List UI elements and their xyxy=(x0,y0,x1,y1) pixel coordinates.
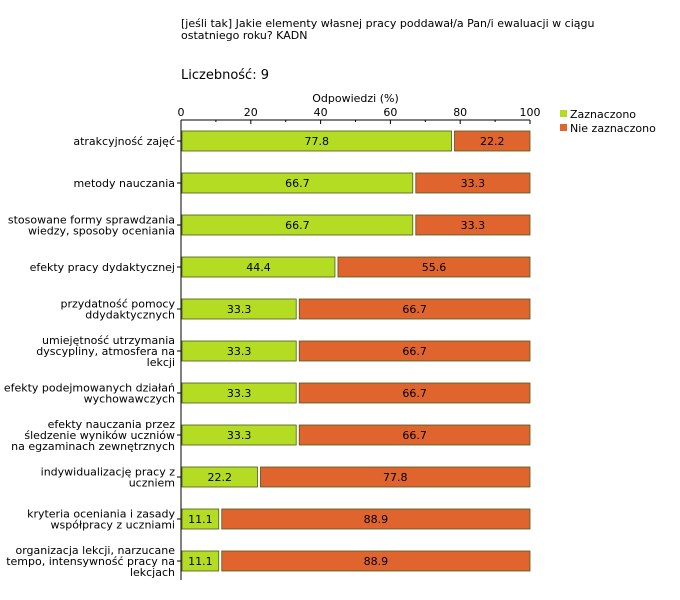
bar-zaznaczono xyxy=(181,550,220,572)
data-label: 66.7 xyxy=(402,387,427,400)
data-label: 66.7 xyxy=(285,177,310,190)
category-label: efekty podejmowanych działań xyxy=(4,382,175,395)
category-label: śledzenie wyników uczniów xyxy=(24,429,175,442)
data-label: 55.6 xyxy=(422,261,447,274)
bar-zaznaczono xyxy=(181,172,414,194)
bar-zaznaczono xyxy=(181,466,258,488)
bar-nie-zaznaczono xyxy=(298,382,531,404)
data-label: 88.9 xyxy=(364,513,389,526)
legend-swatch xyxy=(560,124,567,131)
data-label: 66.7 xyxy=(285,219,310,232)
x-tick-label-0: 0 xyxy=(178,106,185,119)
category-label: ddydaktycznych xyxy=(85,309,175,322)
data-label: 33.3 xyxy=(227,387,252,400)
bar-zaznaczono xyxy=(181,256,336,278)
data-label: 44.4 xyxy=(246,261,271,274)
data-label: 22.2 xyxy=(207,471,232,484)
category-label: efekty pracy dydaktycznej xyxy=(30,261,175,274)
bar-nie-zaznaczono xyxy=(298,424,531,446)
x-tick-label-20: 20 xyxy=(244,106,258,119)
x-tick-label-100: 100 xyxy=(520,106,541,119)
bar-zaznaczono xyxy=(181,130,452,152)
legend-label: Nie zaznaczono xyxy=(570,122,656,135)
category-label: organizacja lekcji, narzucane xyxy=(15,544,175,557)
bar-zaznaczono xyxy=(181,508,220,530)
bar-nie-zaznaczono xyxy=(221,508,531,530)
bar-zaznaczono xyxy=(181,424,297,446)
data-label: 88.9 xyxy=(364,555,389,568)
bar-nie-zaznaczono xyxy=(454,130,531,152)
category-label: współpracy z uczniami xyxy=(51,519,175,532)
x-tick-label-40: 40 xyxy=(314,106,328,119)
sample-count: Liczebność: 9 xyxy=(181,68,269,83)
data-label: 33.3 xyxy=(227,345,252,358)
category-label: dyscypliny, atmosfera na xyxy=(36,345,175,358)
data-label: 33.3 xyxy=(461,219,486,232)
x-tick-label-60: 60 xyxy=(383,106,397,119)
legend-swatch xyxy=(560,110,567,117)
category-label: metody nauczania xyxy=(73,177,175,190)
category-label: wiedzy, sposoby oceniania xyxy=(28,225,175,238)
data-label: 33.3 xyxy=(227,303,252,316)
data-label: 77.8 xyxy=(383,471,408,484)
bar-nie-zaznaczono xyxy=(337,256,531,278)
legend-label: Zaznaczono xyxy=(570,108,636,121)
bar-nie-zaznaczono xyxy=(221,550,531,572)
bar-nie-zaznaczono xyxy=(298,340,531,362)
data-label: 66.7 xyxy=(402,345,427,358)
category-label: lekcji xyxy=(147,356,175,369)
bar-zaznaczono xyxy=(181,298,297,320)
bar-zaznaczono xyxy=(181,340,297,362)
bar-nie-zaznaczono xyxy=(260,466,531,488)
category-label: atrakcyjność zajęć xyxy=(73,135,175,148)
data-label: 11.1 xyxy=(188,555,213,568)
category-label: lekcjach xyxy=(130,566,175,579)
data-label: 11.1 xyxy=(188,513,213,526)
category-label: uczniem xyxy=(129,477,175,490)
x-axis-label: Odpowiedzi (%) xyxy=(312,92,399,105)
bar-nie-zaznaczono xyxy=(415,214,531,236)
category-label: przydatność pomocy xyxy=(60,298,175,311)
category-label: na egzaminach zewnętrznych xyxy=(11,440,175,453)
chart-title: [jeśli tak] Jakie elementy własnej pracy… xyxy=(181,17,595,42)
x-tick-label-80: 80 xyxy=(453,106,467,119)
data-label: 33.3 xyxy=(227,429,252,442)
data-label: 33.3 xyxy=(461,177,486,190)
bar-nie-zaznaczono xyxy=(415,172,531,194)
category-label: indywidualizację pracy z xyxy=(41,466,176,479)
data-label: 22.2 xyxy=(480,135,505,148)
category-label: wychowawczych xyxy=(84,393,175,406)
bar-zaznaczono xyxy=(181,214,414,236)
data-label: 66.7 xyxy=(402,303,427,316)
bar-nie-zaznaczono xyxy=(298,298,531,320)
data-label: 77.8 xyxy=(305,135,330,148)
category-label: tempo, intensywność pracy na xyxy=(6,555,175,568)
category-label: efekty nauczania przez xyxy=(48,418,176,431)
category-label: stosowane formy sprawdzania xyxy=(8,214,175,227)
data-label: 66.7 xyxy=(402,429,427,442)
bar-zaznaczono xyxy=(181,382,297,404)
category-label: kryteria oceniania i zasady xyxy=(27,508,175,521)
category-label: umiejętność utrzymania xyxy=(42,334,175,347)
